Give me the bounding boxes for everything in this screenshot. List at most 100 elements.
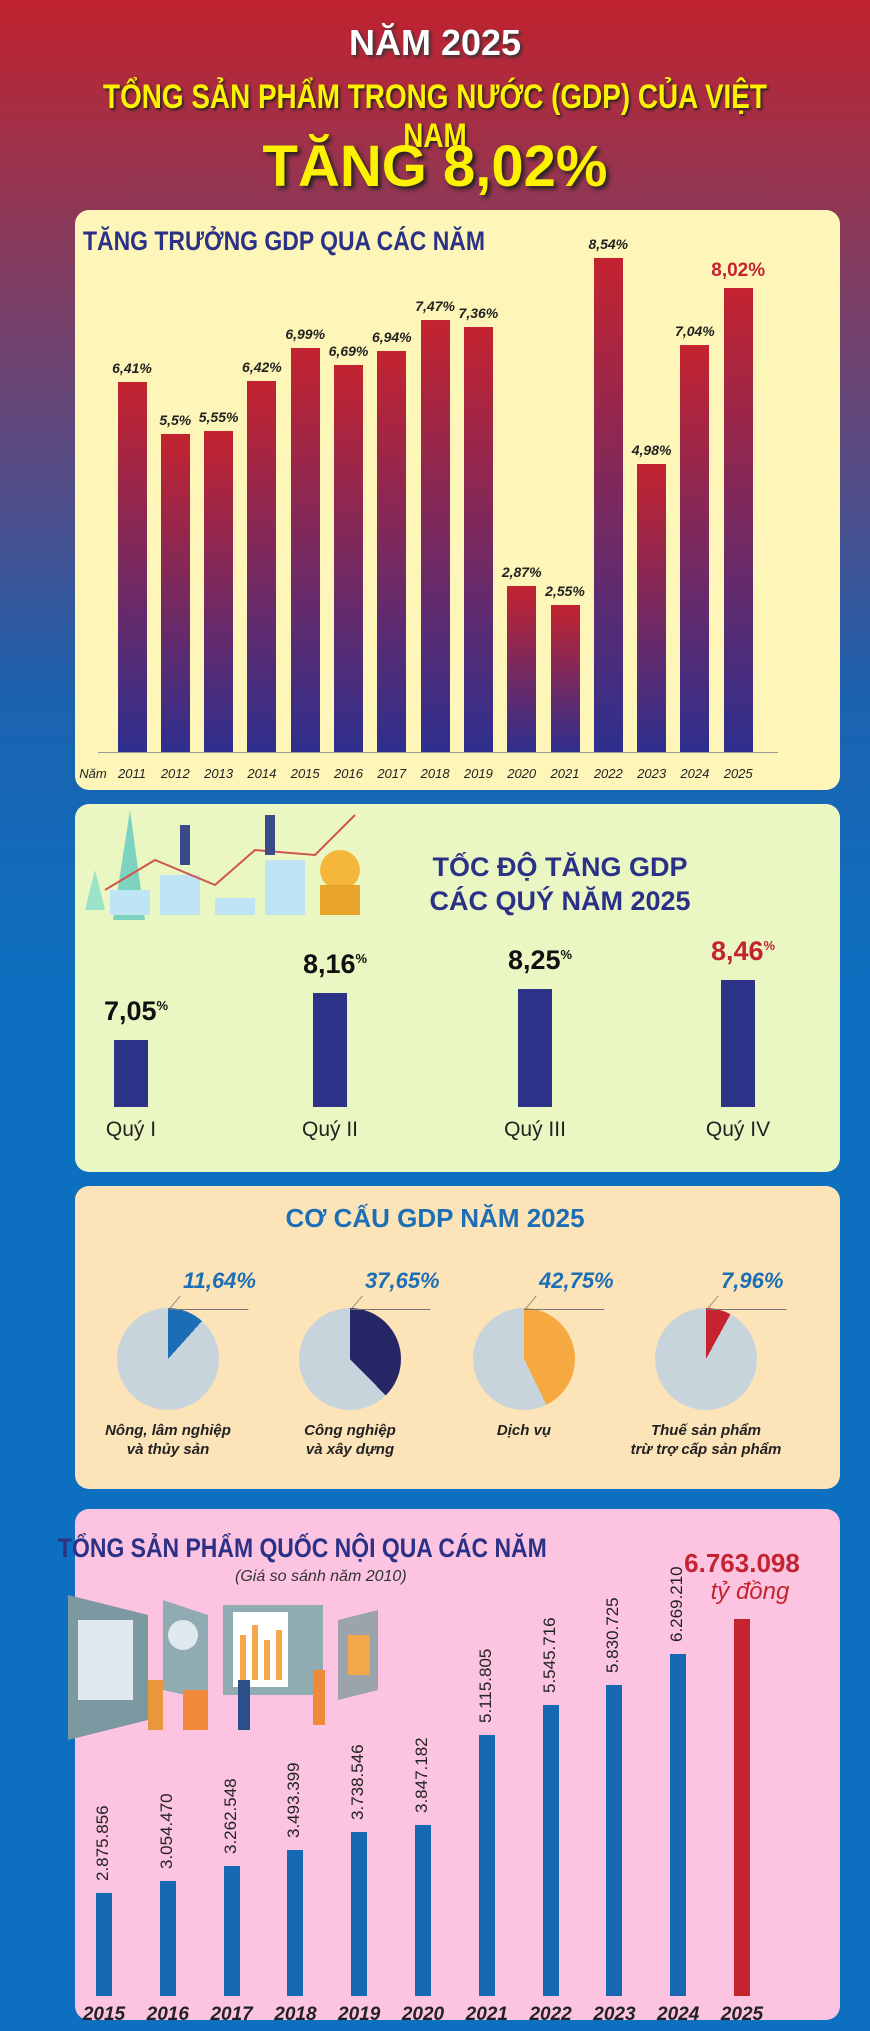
header-title: TỔNG SẢN PHẨM TRONG NƯỚC (GDP) CỦA VIỆT …	[103, 78, 767, 155]
year-label: 2021	[465, 2004, 508, 2025]
year-label: 2013	[204, 766, 234, 781]
gdp-value-panel	[75, 1509, 840, 2020]
bar	[117, 381, 147, 752]
gdp-bar	[734, 1619, 750, 1996]
gdp-bar	[478, 1735, 495, 1996]
year-label: 2018	[420, 766, 450, 781]
year-label: 2011	[118, 766, 146, 781]
pie-label: và xây dựng	[305, 1441, 395, 1458]
quarter-value: 8,16%	[275, 949, 395, 980]
gdp-bar	[223, 1865, 240, 1996]
year-label: 2020	[507, 766, 537, 781]
pie-chart	[655, 1308, 757, 1410]
bar	[507, 586, 537, 752]
pie-label: trừ trợ cấp sản phẩm	[630, 1441, 782, 1458]
gdp-bar	[287, 1849, 304, 1996]
callout-line	[706, 1296, 798, 1310]
quarter-bar	[518, 988, 552, 1107]
bar-value-label: 2,87%	[501, 564, 542, 581]
year-label: 2022	[593, 766, 623, 781]
gdp-bar	[542, 1705, 559, 1996]
quarter-bar	[313, 992, 347, 1107]
year-label: 2015	[82, 2004, 126, 2025]
quarter-value-number: 8,25	[507, 944, 561, 975]
percent-sign: %	[763, 937, 776, 953]
quarter-label: Quý III	[504, 1118, 566, 1141]
year-label: 2016	[334, 766, 363, 781]
year-label: 2019	[463, 766, 493, 781]
pie-label: Nông, lâm nghiệp	[105, 1422, 231, 1439]
bar	[637, 464, 667, 752]
pie-chart	[473, 1308, 575, 1410]
bar-value-label: 7,36%	[458, 304, 499, 321]
bar	[290, 347, 320, 752]
quarter-value: 8,25%	[480, 945, 600, 976]
gdp-value-label: 3.054.470	[156, 1793, 176, 1869]
gdp-value-label: 6.763.098	[684, 1548, 800, 1578]
gdp-bar	[670, 1654, 687, 1996]
bar-value-label: 7,04%	[675, 323, 715, 340]
quarter-value-number: 8,16	[302, 948, 356, 979]
year-label: 2023	[593, 2004, 636, 2025]
quarter-label: Quý I	[105, 1118, 157, 1141]
pie-chart	[299, 1308, 401, 1410]
bar	[723, 288, 753, 752]
axis-line	[98, 752, 778, 753]
bar-value-label: 8,02%	[711, 260, 766, 282]
header-year: NĂM 2025	[348, 22, 522, 63]
bar	[680, 345, 710, 752]
year-label: 2019	[338, 2004, 381, 2025]
bar	[550, 604, 580, 752]
bar-value-label: 5,5%	[159, 412, 192, 429]
gdp-value-title: TỔNG SẢN PHẨM QUỐC NỘI QUA CÁC NĂM	[58, 1533, 547, 1563]
bar-value-label: 7,47%	[415, 298, 455, 315]
quarterly-panel	[75, 804, 840, 1172]
year-label: 2018	[274, 2004, 317, 2025]
gdp-bar	[351, 1832, 368, 1996]
gdp-bar	[96, 1893, 112, 1996]
gdp-unit: tỷ đồng	[710, 1578, 790, 1605]
bar-value-label: 5,55%	[198, 409, 239, 426]
bar-value-label: 6,69%	[328, 343, 369, 360]
gdp-value-label: 3.738.546	[348, 1744, 368, 1821]
gdp-value-label: 3.847.182	[412, 1737, 431, 1813]
pie-label: Thuế sản phẩm	[650, 1422, 762, 1439]
year-label: 2015	[290, 766, 320, 781]
gdp-bar	[415, 1824, 431, 1996]
bar-value-label: 6,42%	[242, 358, 282, 375]
gdp-value-label: 5.545.716	[539, 1617, 559, 1694]
annual-growth-title: TĂNG TRƯỞNG GDP QUA CÁC NĂM	[83, 226, 485, 256]
gdp-value-label: 5.830.725	[603, 1597, 623, 1673]
quarter-value: 8,46%	[683, 936, 803, 967]
quarter-value-number: 7,05	[103, 996, 157, 1027]
percent-sign: %	[355, 950, 368, 966]
year-label: 2017	[210, 2004, 253, 2025]
year-label: 2014	[247, 766, 277, 781]
gdp-value-label: 3.493.399	[284, 1762, 304, 1838]
quarter-value-number: 8,46	[710, 935, 764, 966]
pie-label: Công nghiệp	[304, 1422, 396, 1439]
bar-value-label: 4,98%	[631, 442, 672, 459]
annual-growth-panel	[75, 210, 840, 790]
bar	[463, 326, 493, 752]
pie-label: Dịch vụ	[496, 1422, 552, 1439]
year-label: 2025	[720, 2004, 764, 2025]
year-label: 2017	[377, 766, 407, 781]
bar	[593, 258, 623, 752]
quarter-value: 7,05%	[76, 996, 196, 1027]
gdp-bar	[159, 1880, 176, 1996]
bar-value-label: 6,99%	[285, 325, 326, 342]
year-label: 2021	[550, 766, 580, 781]
pie-value: 11,64%	[183, 1268, 256, 1293]
bar-value-label: 8,54%	[588, 236, 629, 253]
gdp-value-subtitle: (Giá so sánh năm 2010)	[235, 1568, 407, 1585]
year-label: 2025	[723, 766, 753, 781]
percent-sign: %	[560, 946, 573, 962]
year-label: 2023	[637, 766, 667, 781]
year-label: 2024	[657, 2004, 700, 2025]
header-growth: TĂNG 8,02%	[262, 134, 608, 199]
pie-value: 37,65%	[365, 1268, 440, 1293]
bar-value-label: 2,55%	[545, 582, 585, 599]
gdp-bar	[606, 1684, 623, 1996]
quarter-label: Quý II	[301, 1118, 359, 1141]
